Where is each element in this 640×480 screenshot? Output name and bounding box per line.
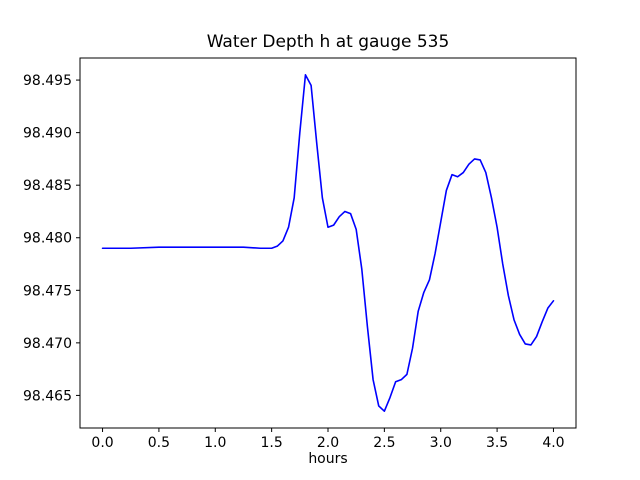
water-depth-line <box>101 74 555 412</box>
x-tick-label: 1.5 <box>261 435 283 451</box>
y-tick-label: 98.485 <box>23 178 72 194</box>
y-tick-label: 98.475 <box>23 283 72 299</box>
axes-frame <box>79 57 577 429</box>
x-tick-label: 1.0 <box>204 435 226 451</box>
y-tick-label: 98.465 <box>23 388 72 404</box>
x-tick-label: 3.0 <box>430 435 452 451</box>
x-tick-label: 3.5 <box>486 435 508 451</box>
chart-title: Water Depth h at gauge 535 <box>206 32 450 52</box>
x-tick-label: 4.0 <box>542 435 564 451</box>
x-tick-label: 2.0 <box>317 435 339 451</box>
y-tick-label: 98.470 <box>23 336 72 352</box>
x-axis-label: hours <box>308 451 348 467</box>
x-tick-label: 2.5 <box>373 435 395 451</box>
y-tick-label: 98.480 <box>23 231 72 247</box>
y-tick-label: 98.495 <box>23 73 72 89</box>
y-tick-label: 98.490 <box>23 126 72 142</box>
x-tick-label: 0.0 <box>91 435 113 451</box>
x-tick-label: 0.5 <box>148 435 170 451</box>
